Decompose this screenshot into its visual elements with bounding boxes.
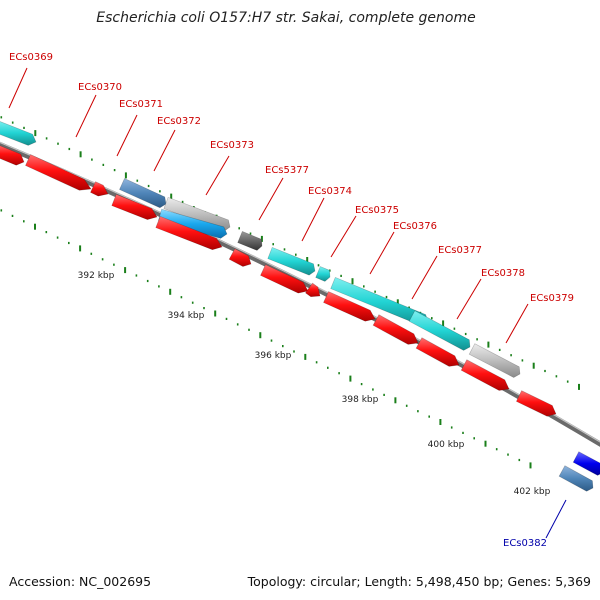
gene-label-ecs0370[interactable]: ECs0370 [78,82,122,93]
gene-arrow-ecs0377[interactable] [408,310,471,351]
topology-text: Topology: circular; Length: 5,498,450 bp… [247,574,591,589]
gene-label-ecs0374[interactable]: ECs0374 [308,186,352,197]
gene-arrow-ecs0378[interactable] [468,343,521,378]
gene-label-ecs0376[interactable]: ECs0376 [393,221,437,232]
gene-label-ecs0377[interactable]: ECs0377 [438,245,482,256]
gene-arrow-red-1[interactable] [0,145,25,166]
gene-label-ecs0378[interactable]: ECs0378 [481,268,525,279]
gene-arrow-ecs0373[interactable] [158,208,228,239]
gene-arrow-red-6[interactable] [228,248,252,267]
scale-label-400: 400 kbp [428,440,465,450]
gene-arrow-red-8[interactable] [305,282,321,298]
gene-arrow-ecs0375[interactable] [315,266,331,282]
scale-label-394: 394 kbp [168,311,205,321]
gene-label-ecs0375[interactable]: ECs0375 [355,205,399,216]
gene-arrow-ecs0374[interactable] [267,247,316,276]
gene-label-ecs5377[interactable]: ECs5377 [265,165,309,176]
gene-arrow-red-4[interactable] [111,194,158,220]
gene-arrow-blue[interactable] [572,451,600,476]
gene-label-ecs0369[interactable]: ECs0369 [9,52,53,63]
gene-arrow-red-7[interactable] [260,264,309,294]
scale-label-396: 396 kbp [255,351,292,361]
gene-track [0,120,600,492]
leader-line-ecs0382 [545,499,567,539]
gene-arrow-ecs0382[interactable] [558,465,594,492]
gene-arrow-ecs5377[interactable] [237,231,263,251]
gene-label-ecs0379[interactable]: ECs0379 [530,293,574,304]
gene-arrow-ecs0370[interactable] [25,154,92,191]
map-title: Escherichia coli O157:H7 str. Sakai, com… [96,10,475,26]
gene-label-ecs0372[interactable]: ECs0372 [157,116,201,127]
gene-arrow-red-5[interactable] [155,216,223,251]
gene-arrow-ecs0371[interactable] [119,178,167,209]
gene-label-ecs0371[interactable]: ECs0371 [119,99,163,110]
gene-label-ecs0382[interactable]: ECs0382 [503,538,547,549]
gene-arrow-ecs0379[interactable] [515,390,557,417]
gene-arrow-ecs0372[interactable] [163,197,231,232]
gene-arrow-red-11[interactable] [415,337,460,367]
scale-label-398: 398 kbp [342,395,379,405]
gene-arrow-ecs0369[interactable] [0,120,37,146]
scale-label-402: 402 kbp [514,487,551,497]
gene-label-ecs0373[interactable]: ECs0373 [210,140,254,151]
scale-label-392: 392 kbp [78,271,115,281]
leader-lines [8,67,529,344]
accession-text: Accession: NC_002695 [9,574,151,589]
gene-arrow-red-3[interactable] [90,181,109,197]
gene-arrow-red-10[interactable] [372,314,419,345]
gene-arrow-red-9[interactable] [323,291,376,322]
gene-arrow-red-12[interactable] [460,359,510,391]
